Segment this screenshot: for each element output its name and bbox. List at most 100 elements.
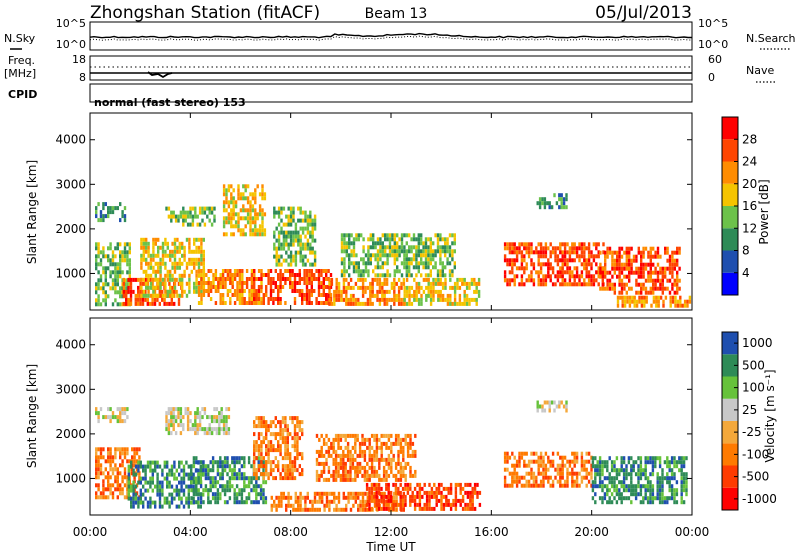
power-colorbar-tick: 16: [742, 199, 757, 213]
vel-ytick-label: 2000: [55, 427, 86, 441]
vel-data-region: [95, 407, 129, 424]
power-data-region: [340, 233, 456, 278]
power-colorbar-swatch: [722, 139, 738, 162]
power-data-region: [599, 246, 681, 295]
vel-data-region: [591, 456, 688, 505]
freq-tick-bottom: 8: [79, 71, 86, 84]
nsky-label: N.Sky: [4, 32, 36, 45]
vel-colorbar-tick: 25: [742, 403, 757, 417]
vel-data-region: [165, 407, 231, 436]
x-tick-label: 00:00: [73, 525, 108, 539]
vel-data-region: [503, 451, 593, 488]
vel-data-region: [190, 456, 268, 505]
vel-ytick-label: 3000: [55, 382, 86, 396]
vel-data-region: [315, 433, 417, 482]
power-colorbar-label: Power [dB]: [757, 179, 771, 244]
power-ytick-label: 1000: [55, 266, 86, 280]
nsearch-tick-top: 10^5: [698, 17, 728, 30]
power-ylabel: Slant Range [km]: [25, 160, 39, 264]
nsearch-label: N.Search: [746, 32, 796, 45]
vel-colorbar-tick: 1000: [742, 336, 773, 350]
nave-label: Nave: [746, 64, 774, 77]
cpid-label: CPID: [8, 88, 37, 101]
x-tick-label: 00:00: [675, 525, 710, 539]
nsky-series: [89, 32, 692, 39]
vel-colorbar-tick: -25: [742, 425, 762, 439]
cpid-value: normal (fast stereo) 153: [94, 96, 246, 109]
vel-colorbar-tick: -100: [742, 447, 769, 461]
freq-strip: Freq. [MHz] 18 8 60 0 Nave: [4, 53, 776, 84]
vel-data-region: [536, 400, 568, 413]
nsearch-tick-bottom: 10^0: [698, 38, 728, 51]
power-colorbar-tick: 24: [742, 155, 757, 169]
vel-colorbar-tick: -1000: [742, 492, 777, 506]
power-data-region: [403, 277, 481, 306]
vel-ytick-label: 1000: [55, 471, 86, 485]
velocity-y-axis: 1000 2000 3000 4000: [55, 338, 692, 485]
velocity-colorbar: -1000 -500 -100 -25 25 100 500 1000: [721, 331, 777, 511]
power-data-region: [222, 184, 267, 237]
power-colorbar-tick: 8: [742, 244, 750, 258]
vel-colorbar-tick: -500: [742, 470, 769, 484]
power-ytick-label: 3000: [55, 177, 86, 191]
x-tick-label: 04:00: [173, 525, 208, 539]
power-data-region: [95, 202, 127, 223]
power-ytick-label: 2000: [55, 222, 86, 236]
nsky-strip: N.Sky 10^5 10^0 10^5 10^0 N.Search: [4, 17, 796, 51]
vel-colorbar-swatch: [722, 465, 738, 488]
x-axis-label: Time UT: [365, 540, 416, 554]
power-data-region: [616, 295, 692, 308]
vel-colorbar-swatch: [722, 376, 738, 399]
power-colorbar-tick: 28: [742, 132, 757, 146]
power-colorbar-swatch: [722, 183, 738, 206]
vel-colorbar-tick: 100: [742, 381, 765, 395]
cpid-strip: CPID normal (fast stereo) 153: [8, 83, 693, 109]
x-tick-label: 20:00: [574, 525, 609, 539]
vel-colorbar-swatch: [722, 354, 738, 377]
power-data-region: [536, 193, 568, 210]
freq-label-2: [MHz]: [4, 67, 36, 80]
power-data-region: [503, 242, 605, 287]
power-heatmap: [95, 184, 692, 308]
power-colorbar-swatch: [722, 250, 738, 273]
power-colorbar-tick: 20: [742, 177, 757, 191]
nsky-tick-top: 10^5: [56, 17, 86, 30]
x-tick-label: 12:00: [374, 525, 409, 539]
power-ytick-label: 4000: [55, 133, 86, 147]
x-tick-label: 16:00: [474, 525, 509, 539]
power-colorbar-swatch: [722, 161, 738, 184]
vel-data-region: [253, 416, 304, 481]
power-data-region: [165, 206, 216, 227]
power-data-region: [95, 242, 131, 307]
power-y-axis: 1000 2000 3000 4000: [55, 133, 692, 280]
station-title: Zhongshan Station (fitACF): [90, 3, 320, 23]
nave-tick-top: 60: [708, 53, 722, 66]
freq-label-1: Freq.: [8, 54, 35, 67]
beam-label: Beam 13: [365, 6, 428, 22]
nsearch-series: [89, 35, 692, 41]
power-colorbar-swatch: [722, 228, 738, 251]
vel-colorbar-swatch: [722, 421, 738, 444]
velocity-colorbar-label: Velocity [m s⁻¹]: [763, 369, 777, 462]
power-colorbar-tick: 4: [742, 266, 750, 280]
power-colorbar: 4 8 12 16 20 24 28: [721, 116, 757, 296]
vel-colorbar-swatch: [722, 443, 738, 466]
vel-ytick-label: 4000: [55, 338, 86, 352]
power-colorbar-swatch: [722, 272, 738, 295]
freq-tick-top: 18: [72, 53, 86, 66]
x-tick-label: 08:00: [273, 525, 308, 539]
power-panel: 1000 2000 3000 4000 Slant Range [km] 4 8 12 16…: [25, 112, 771, 311]
power-colorbar-swatch: [722, 206, 738, 229]
velocity-heatmap: [95, 400, 688, 512]
vel-colorbar-swatch: [722, 487, 738, 510]
vel-colorbar-tick: 500: [742, 358, 765, 372]
power-colorbar-swatch: [722, 117, 738, 140]
power-data-region: [197, 269, 263, 305]
power-data-region: [253, 269, 333, 305]
power-data-region: [140, 237, 205, 298]
date-label: 05/Jul/2013: [595, 3, 692, 23]
vel-data-region: [365, 482, 482, 511]
power-data-region: [273, 206, 317, 267]
